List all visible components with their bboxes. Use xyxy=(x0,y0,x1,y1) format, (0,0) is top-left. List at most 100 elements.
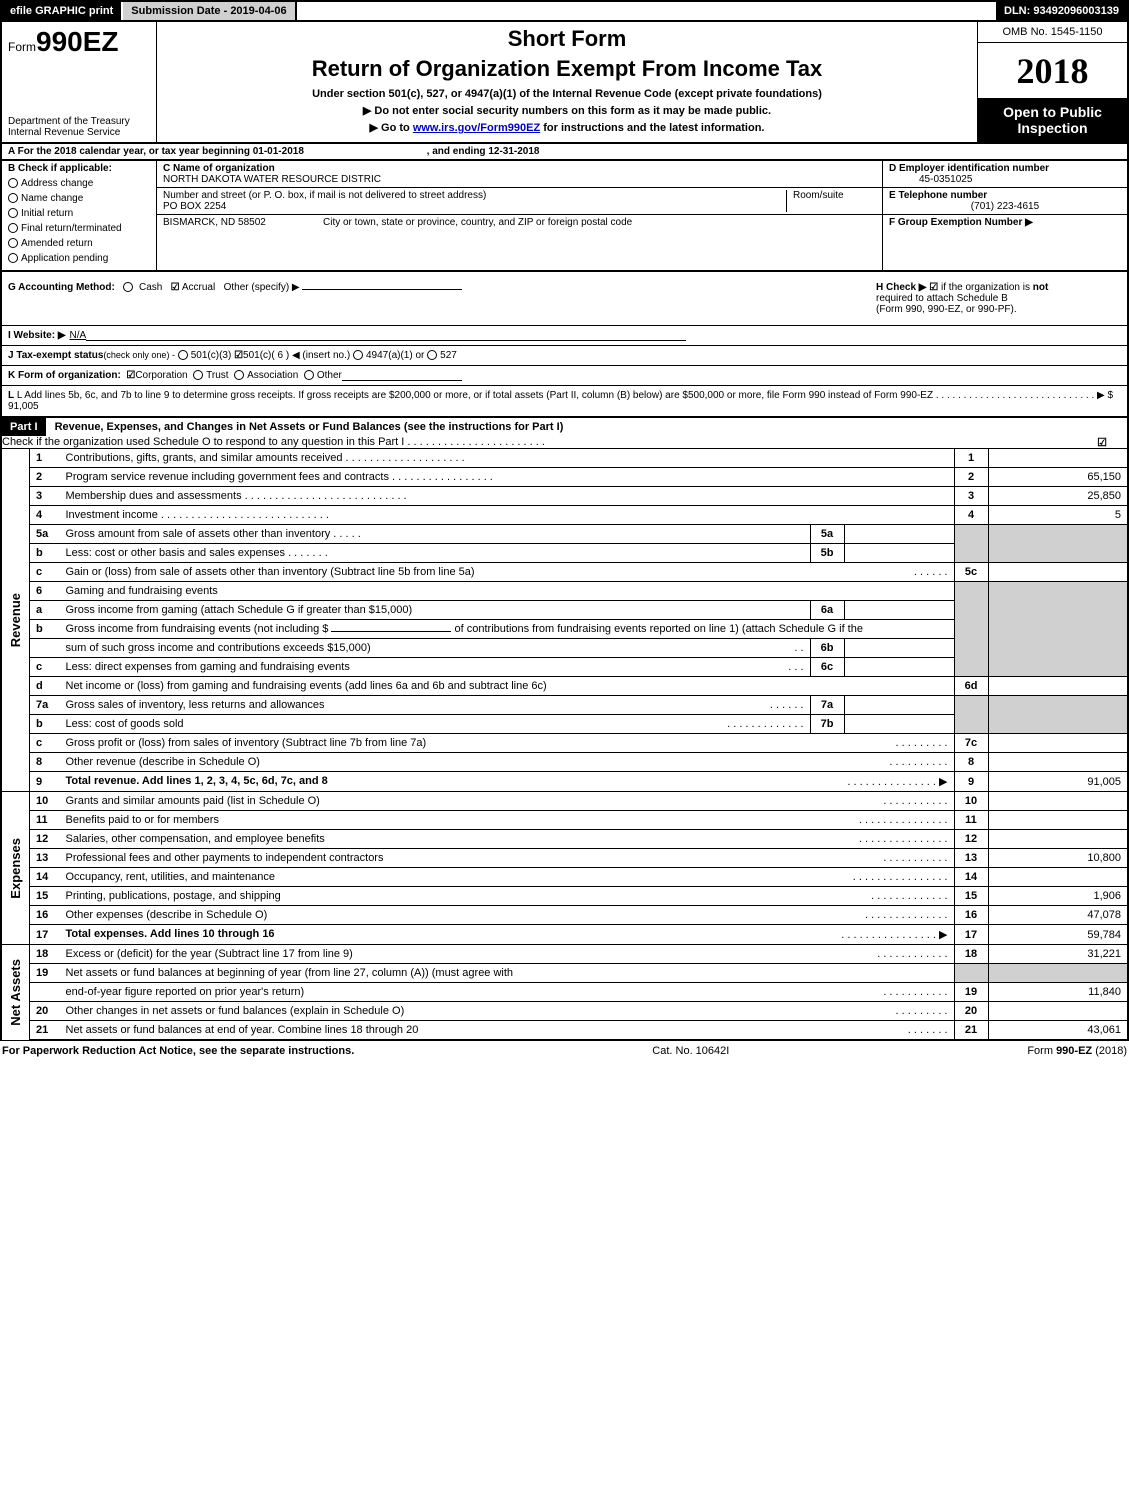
radio-corporation[interactable]: ☑ xyxy=(126,370,135,381)
form-header: Form990EZ Department of the Treasury Int… xyxy=(0,22,1129,144)
opt-corporation: Corporation xyxy=(135,370,187,381)
line-7a-desc: Gross sales of inventory, less returns a… xyxy=(60,696,811,715)
open-to-public: Open to Public Inspection xyxy=(978,98,1127,142)
row-j-note: (check only one) - xyxy=(103,350,175,361)
row-g: G Accounting Method: Cash ☑ Accrual Othe… xyxy=(8,282,462,315)
line-4-num: 4 xyxy=(30,506,60,525)
opt-4947: 4947(a)(1) or xyxy=(366,350,424,361)
line-12-val xyxy=(988,830,1128,849)
table-row: 20 Other changes in net assets or fund b… xyxy=(1,1002,1128,1021)
top-bar: efile GRAPHIC print Submission Date - 20… xyxy=(0,0,1129,22)
line-6a-inner-val xyxy=(844,601,954,620)
radio-4947[interactable] xyxy=(353,350,363,360)
table-row: 12 Salaries, other compensation, and emp… xyxy=(1,830,1128,849)
city-value: BISMARCK, ND 58502 xyxy=(163,217,303,268)
radio-527[interactable] xyxy=(427,350,437,360)
radio-accrual[interactable]: ☑ xyxy=(171,282,180,293)
line-20-desc: Other changes in net assets or fund bala… xyxy=(60,1002,955,1021)
line-17-desc: Total expenses. Add lines 10 through 16 … xyxy=(60,925,955,945)
line-10-line: 10 xyxy=(954,792,988,811)
line-17-line: 17 xyxy=(954,925,988,945)
efile-print-label[interactable]: efile GRAPHIC print xyxy=(2,2,123,20)
chk-initial-return[interactable]: Initial return xyxy=(8,208,150,219)
line-7b-inner: 7b xyxy=(810,715,844,734)
line-10-num: 10 xyxy=(30,792,60,811)
other-specify-input[interactable] xyxy=(302,289,462,290)
line-21-line: 21 xyxy=(954,1021,988,1041)
chk-address-change[interactable]: Address change xyxy=(8,178,150,189)
line-7c-val xyxy=(988,734,1128,753)
irs-link[interactable]: www.irs.gov/Form990EZ xyxy=(413,122,540,134)
line-7c-line: 7c xyxy=(954,734,988,753)
line-4-line: 4 xyxy=(954,506,988,525)
row-k-label: K Form of organization: xyxy=(8,370,121,381)
shade-6 xyxy=(954,582,988,677)
row-h: H Check ▶ ☑ if the organization is not r… xyxy=(876,282,1121,315)
table-row: 2 Program service revenue including gove… xyxy=(1,468,1128,487)
line-6d-line: 6d xyxy=(954,677,988,696)
row-h-not: not xyxy=(1033,282,1049,293)
chk-application-pending[interactable]: Application pending xyxy=(8,253,150,264)
radio-cash[interactable] xyxy=(123,282,133,292)
chk-initial-return-label: Initial return xyxy=(21,208,73,219)
chk-name-change-label: Name change xyxy=(21,193,83,204)
line-19-desc: Net assets or fund balances at beginning… xyxy=(60,964,955,983)
chk-name-change[interactable]: Name change xyxy=(8,193,150,204)
line-3-desc: Membership dues and assessments . . . . … xyxy=(60,487,955,506)
line-7b-desc: Less: cost of goods sold . . . . . . . .… xyxy=(60,715,811,734)
fundraising-amount-input[interactable] xyxy=(331,631,451,632)
shade-7 xyxy=(954,696,988,734)
row-h-text1: if the organization is xyxy=(941,282,1033,293)
line-7c-desc: Gross profit or (loss) from sales of inv… xyxy=(60,734,955,753)
line-12-line: 12 xyxy=(954,830,988,849)
line-18-val: 31,221 xyxy=(988,945,1128,964)
line-11-val xyxy=(988,811,1128,830)
footer-right: Form 990-EZ (2018) xyxy=(1027,1045,1127,1057)
tax-year: 2018 xyxy=(978,43,1127,98)
header-right: OMB No. 1545-1150 2018 Open to Public In… xyxy=(977,22,1127,142)
line-20-line: 20 xyxy=(954,1002,988,1021)
chk-final-return[interactable]: Final return/terminated xyxy=(8,223,150,234)
line-17-val: 59,784 xyxy=(988,925,1128,945)
line-5a-num: 5a xyxy=(30,525,60,544)
radio-other-org[interactable] xyxy=(304,370,314,380)
line-10-desc: Grants and similar amounts paid (list in… xyxy=(60,792,955,811)
opt-trust: Trust xyxy=(206,370,228,381)
chk-application-pending-label: Application pending xyxy=(21,253,108,264)
line-6b-num: b xyxy=(30,620,60,639)
line-7a-num: 7a xyxy=(30,696,60,715)
table-row: 5a Gross amount from sale of assets othe… xyxy=(1,525,1128,544)
table-row: Expenses 10 Grants and similar amounts p… xyxy=(1,792,1128,811)
line-16-line: 16 xyxy=(954,906,988,925)
ein-value: 45-0351025 xyxy=(919,174,972,185)
line-14-val xyxy=(988,868,1128,887)
line-21-desc: Net assets or fund balances at end of ye… xyxy=(60,1021,955,1041)
line-8-val xyxy=(988,753,1128,772)
side-expenses: Expenses xyxy=(1,792,30,945)
header-left: Form990EZ Department of the Treasury Int… xyxy=(2,22,157,142)
radio-501c[interactable]: ☑ xyxy=(234,350,243,361)
line-6c-inner: 6c xyxy=(810,658,844,677)
line-13-desc: Professional fees and other payments to … xyxy=(60,849,955,868)
form-number-block: Form990EZ xyxy=(8,26,150,58)
line-6d-val xyxy=(988,677,1128,696)
line-5c-desc: Gain or (loss) from sale of assets other… xyxy=(60,563,955,582)
table-row: 4 Investment income . . . . . . . . . . … xyxy=(1,506,1128,525)
street-label: Number and street (or P. O. box, if mail… xyxy=(163,190,786,201)
radio-association[interactable] xyxy=(234,370,244,380)
part1-checkbox[interactable]: ☑ xyxy=(1097,436,1107,449)
line-5c-num: c xyxy=(30,563,60,582)
header-center: Short Form Return of Organization Exempt… xyxy=(157,22,977,142)
checkbox-h[interactable]: ☑ xyxy=(929,282,938,293)
table-row: 9 Total revenue. Add lines 1, 2, 3, 4, 5… xyxy=(1,772,1128,792)
shade-19-val xyxy=(988,964,1128,983)
chk-amended-return[interactable]: Amended return xyxy=(8,238,150,249)
radio-trust[interactable] xyxy=(193,370,203,380)
open-public-line2: Inspection xyxy=(982,120,1123,136)
line-2-val: 65,150 xyxy=(988,468,1128,487)
omb-number: OMB No. 1545-1150 xyxy=(978,22,1127,43)
row-gh: G Accounting Method: Cash ☑ Accrual Othe… xyxy=(0,272,1129,326)
instruction-2: ▶ Go to www.irs.gov/Form990EZ for instru… xyxy=(163,121,971,134)
radio-501c3[interactable] xyxy=(178,350,188,360)
room-suite-label: Room/suite xyxy=(793,190,876,201)
